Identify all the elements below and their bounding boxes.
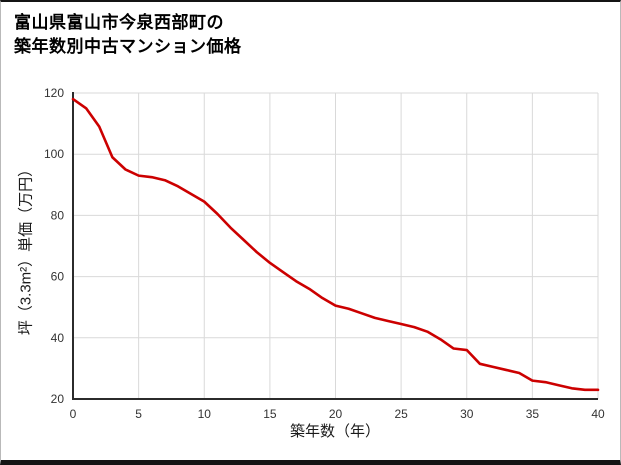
- chart-title: 富山県富山市今泉西部町の 築年数別中古マンション価格: [14, 11, 242, 59]
- y-axis-label: 坪（3.3m²）単価（万円）: [17, 161, 35, 336]
- svg-text:25: 25: [394, 407, 408, 421]
- svg-text:5: 5: [135, 407, 142, 421]
- svg-text:15: 15: [263, 407, 277, 421]
- svg-text:20: 20: [329, 407, 343, 421]
- svg-text:100: 100: [44, 147, 64, 161]
- chart-title-line1: 富山県富山市今泉西部町の: [14, 13, 224, 32]
- svg-text:30: 30: [460, 407, 474, 421]
- svg-text:35: 35: [526, 407, 540, 421]
- svg-text:20: 20: [51, 392, 65, 406]
- svg-text:80: 80: [51, 208, 65, 222]
- svg-text:60: 60: [51, 270, 65, 284]
- chart-title-line2: 築年数別中古マンション価格: [14, 37, 242, 56]
- svg-text:40: 40: [51, 331, 65, 345]
- svg-text:10: 10: [198, 407, 212, 421]
- x-axis-label: 築年数（年）: [289, 423, 380, 440]
- svg-text:40: 40: [591, 407, 605, 421]
- svg-text:120: 120: [44, 86, 64, 100]
- svg-text:0: 0: [70, 407, 77, 421]
